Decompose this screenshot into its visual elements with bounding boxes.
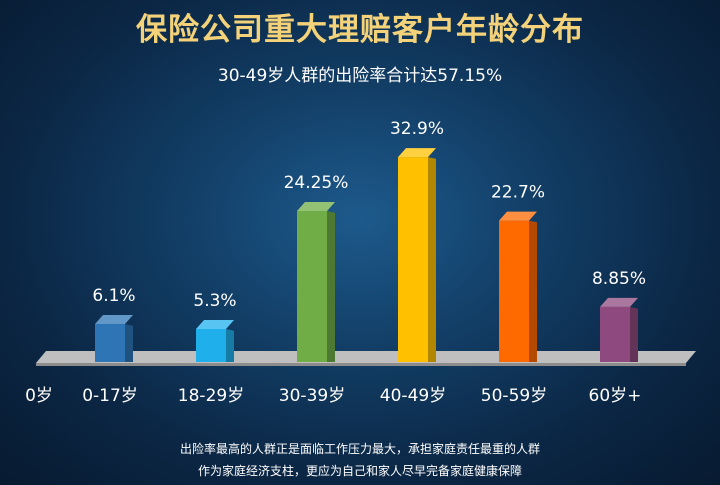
- value-label: 5.3%: [193, 291, 236, 311]
- bar-side: [630, 306, 638, 362]
- bar-front: [398, 157, 428, 362]
- bar-3: [297, 201, 335, 362]
- category-label: 60岁+: [589, 386, 642, 406]
- bar-top: [499, 211, 537, 221]
- bar-1: [95, 315, 133, 362]
- value-label: 8.85%: [592, 269, 646, 289]
- bar-side: [226, 328, 234, 362]
- bar-top: [398, 148, 436, 158]
- category-label: 50-59岁: [481, 386, 547, 406]
- category-label: 40-49岁: [380, 386, 446, 406]
- footnote-line-2: 作为家庭经济支柱，更应为自己和家人尽早完备家庭健康保障: [197, 464, 522, 478]
- bar-2: [196, 319, 234, 362]
- category-label: 0-17岁: [82, 386, 138, 406]
- chart-floor-edge: [36, 363, 686, 366]
- chart-floor-top: [36, 351, 696, 363]
- value-label: 22.7%: [491, 183, 545, 203]
- bar-top: [95, 315, 133, 325]
- bar-top: [600, 297, 638, 307]
- bar-side: [428, 157, 436, 362]
- bar-top: [297, 201, 335, 211]
- bar-front: [600, 306, 630, 362]
- chart-subtitle: 30-49岁人群的出险率合计达57.15%: [217, 66, 503, 86]
- bar-front: [499, 220, 529, 362]
- axis-origin-label: 0岁: [25, 386, 53, 406]
- bar-top: [196, 319, 234, 329]
- bar-front: [196, 328, 226, 362]
- footnote-line-1: 出险率最高的人群正是面临工作压力最大，承担家庭责任最重的人群: [179, 442, 540, 456]
- value-label: 6.1%: [92, 286, 135, 306]
- bar-6: [600, 297, 638, 362]
- category-label: 18-29岁: [178, 386, 244, 406]
- value-label: 24.25%: [284, 173, 349, 193]
- category-label: 30-39岁: [279, 386, 345, 406]
- value-label: 32.9%: [390, 119, 444, 139]
- bar-side: [529, 220, 537, 362]
- bar-side: [327, 210, 335, 362]
- chart-title: 保险公司重大理赔客户年龄分布: [136, 12, 584, 48]
- bar-5: [499, 211, 537, 362]
- bar-side: [125, 324, 133, 362]
- bar-front: [297, 210, 327, 362]
- bar-front: [95, 324, 125, 362]
- bar-4: [398, 148, 436, 362]
